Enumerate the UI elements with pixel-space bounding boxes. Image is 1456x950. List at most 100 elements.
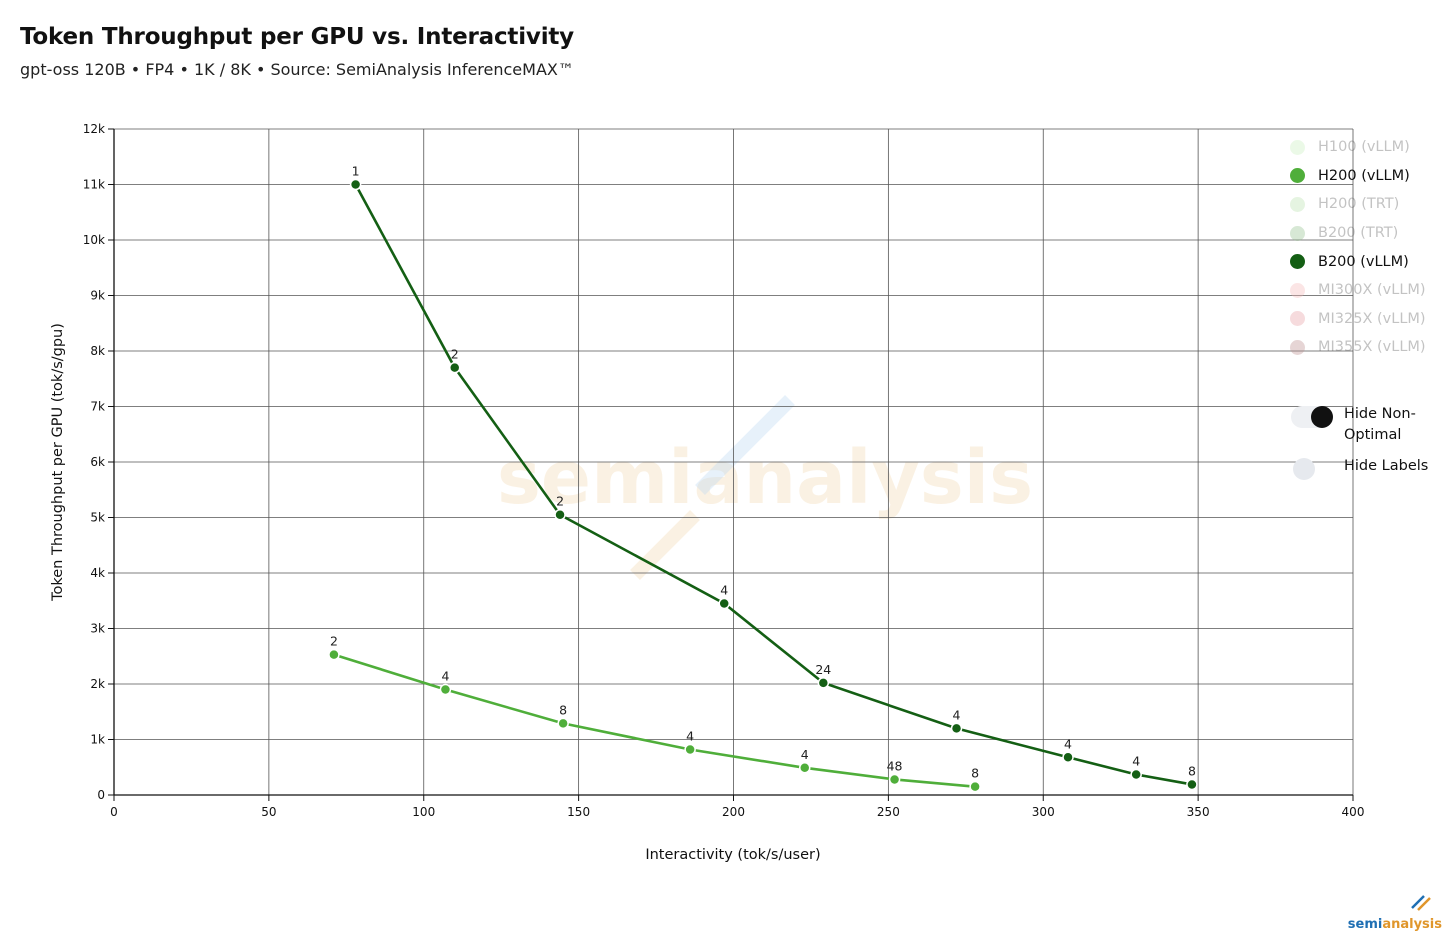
legend-label: B200 (TRT) bbox=[1318, 225, 1399, 242]
data-point bbox=[448, 361, 461, 374]
data-point bbox=[684, 743, 696, 756]
y-tick-label: 9k bbox=[90, 289, 105, 303]
data-point bbox=[798, 762, 811, 774]
legend-dot-icon bbox=[1290, 225, 1305, 241]
y-tick-label: 11k bbox=[83, 178, 105, 192]
data-label: 4 bbox=[441, 669, 449, 684]
data-label: 2 bbox=[451, 347, 459, 362]
data-label: 4 bbox=[1132, 753, 1140, 768]
legend-item[interactable]: H200 (vLLM) bbox=[1290, 162, 1426, 191]
legend-label: MI325X (vLLM) bbox=[1318, 310, 1426, 327]
series-line bbox=[333, 653, 976, 788]
data-point bbox=[1062, 751, 1074, 764]
watermark-stroke bbox=[695, 395, 795, 495]
data-label: 1 bbox=[352, 164, 360, 179]
y-tick-label: 5k bbox=[90, 511, 105, 525]
legend-label: MI300X (vLLM) bbox=[1318, 282, 1426, 299]
y-tick-label: 8k bbox=[90, 344, 105, 358]
legend-dot-icon bbox=[1290, 196, 1305, 212]
legend-label: H200 (vLLM) bbox=[1318, 167, 1410, 184]
x-axis-label: Interactivity (tok/s/user) bbox=[645, 847, 820, 863]
x-tick-label: 400 bbox=[1342, 805, 1365, 819]
chart-subtitle: gpt-oss 120B • FP4 • 1K / 8K • Source: S… bbox=[20, 60, 574, 79]
data-point bbox=[1186, 778, 1198, 791]
x-tick-label: 0 bbox=[110, 805, 118, 819]
x-tick-label: 50 bbox=[261, 805, 276, 819]
legend-item[interactable]: H100 (vLLM) bbox=[1290, 133, 1426, 162]
semianalysis-logo: semianalysis bbox=[1348, 917, 1442, 932]
data-point bbox=[817, 677, 830, 689]
data-label: 4 bbox=[953, 707, 961, 722]
legend-dot-icon bbox=[1290, 282, 1305, 298]
y-tick-label: 0 bbox=[97, 788, 105, 802]
data-label: 8 bbox=[971, 766, 979, 781]
watermark-stroke bbox=[630, 510, 700, 580]
y-tick-label: 12k bbox=[83, 122, 105, 136]
hide-non-optimal-toggle[interactable]: Hide Non-Optimal bbox=[1291, 404, 1434, 446]
y-tick-label: 6k bbox=[90, 455, 105, 469]
legend-item[interactable]: MI355X (vLLM) bbox=[1290, 333, 1426, 362]
data-point bbox=[439, 683, 452, 696]
toggle-knob-icon bbox=[1311, 406, 1333, 428]
x-tick-label: 100 bbox=[412, 805, 435, 819]
legend-dot-icon bbox=[1290, 254, 1305, 270]
hide-labels-label: Hide Labels bbox=[1344, 458, 1429, 474]
legend-item[interactable]: MI300X (vLLM) bbox=[1290, 276, 1426, 305]
y-tick-label: 7k bbox=[90, 400, 105, 414]
x-tick-label: 200 bbox=[722, 805, 745, 819]
legend-item[interactable]: B200 (TRT) bbox=[1290, 219, 1426, 248]
data-point bbox=[969, 780, 981, 793]
legend-label: H100 (vLLM) bbox=[1318, 139, 1410, 156]
data-label: 2 bbox=[556, 494, 564, 509]
legend-label: B200 (vLLM) bbox=[1318, 253, 1409, 270]
data-point bbox=[328, 648, 340, 661]
y-tick-label: 3k bbox=[90, 622, 105, 636]
data-point bbox=[557, 717, 569, 730]
toggle-knob-icon bbox=[1293, 458, 1315, 480]
chart-title: Token Throughput per GPU vs. Interactivi… bbox=[20, 24, 574, 50]
data-point bbox=[888, 773, 901, 786]
legend-label: MI355X (vLLM) bbox=[1318, 339, 1426, 356]
semianalysis-watermark: semianalysis bbox=[497, 395, 1033, 580]
data-label: 48 bbox=[887, 758, 903, 773]
x-tick-label: 300 bbox=[1032, 805, 1055, 819]
data-point bbox=[554, 508, 566, 521]
data-label: 8 bbox=[1188, 763, 1196, 778]
hide-labels-toggle[interactable]: Hide Labels bbox=[1291, 456, 1434, 480]
y-axis-label: Token Throughput per GPU (tok/s/gpu) bbox=[50, 323, 66, 602]
data-point bbox=[349, 178, 362, 191]
data-label: 4 bbox=[686, 728, 694, 743]
brand-text-analysis: analysis bbox=[1382, 917, 1442, 932]
legend-dot-icon bbox=[1290, 168, 1305, 184]
data-label: 4 bbox=[720, 583, 728, 598]
data-label: 4 bbox=[1064, 736, 1072, 751]
legend-label: H200 (TRT) bbox=[1318, 196, 1400, 213]
chart-axes: 0 50 100 150 200 250 300 350 400 0 1k 2k 3k 4k 5k 6k 7k 8… bbox=[83, 122, 1365, 819]
chart-legend: H100 (vLLM) H200 (vLLM) H200 (TRT) B200 (TR… bbox=[1290, 133, 1426, 362]
y-tick-label: 2k bbox=[90, 677, 105, 691]
y-tick-label: 10k bbox=[83, 233, 105, 247]
x-tick-label: 350 bbox=[1187, 805, 1210, 819]
x-tick-label: 150 bbox=[567, 805, 590, 819]
data-point bbox=[950, 722, 963, 735]
data-label: 4 bbox=[801, 747, 809, 762]
legend-item[interactable]: H200 (TRT) bbox=[1290, 190, 1426, 219]
chart-grid bbox=[113, 128, 1354, 796]
legend-dot-icon bbox=[1290, 311, 1305, 327]
hide-non-optimal-label: Hide Non-Optimal bbox=[1344, 406, 1416, 443]
hide-non-optimal-switch[interactable] bbox=[1291, 406, 1333, 428]
data-label: 24 bbox=[815, 662, 831, 677]
hide-labels-switch[interactable] bbox=[1291, 458, 1331, 480]
data-point bbox=[1130, 768, 1142, 781]
x-tick-label: 250 bbox=[877, 805, 900, 819]
watermark-text: semianalysis bbox=[497, 435, 1033, 521]
legend-item[interactable]: B200 (vLLM) bbox=[1290, 247, 1426, 276]
y-tick-label: 4k bbox=[90, 566, 105, 580]
y-tick-label: 1k bbox=[90, 733, 105, 747]
data-label: 8 bbox=[559, 702, 567, 717]
data-label: 2 bbox=[330, 634, 338, 649]
semianalysis-logo-icon bbox=[1411, 895, 1431, 911]
legend-item[interactable]: MI325X (vLLM) bbox=[1290, 305, 1426, 334]
